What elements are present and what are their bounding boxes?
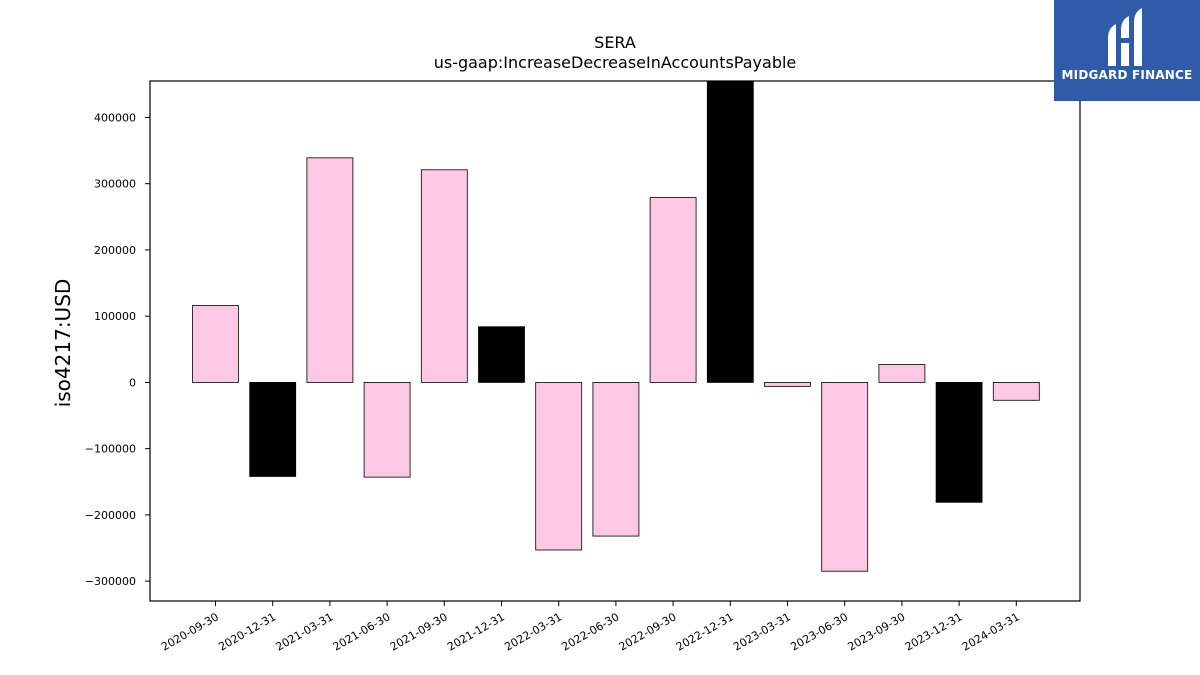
x-tick-label: 2023-03-31	[731, 610, 793, 653]
chart-subtitle: us-gaap:IncreaseDecreaseInAccountsPayabl…	[434, 53, 797, 72]
x-tick-label: 2023-06-30	[788, 610, 850, 653]
bar-2022-03-31	[535, 382, 583, 551]
chart-title: SERA	[594, 33, 636, 52]
y-tick-label: 300000	[94, 178, 136, 191]
x-tick-label: 2021-09-30	[388, 610, 450, 653]
x-tick-label: 2022-03-31	[502, 610, 564, 653]
bar-2023-03-31	[764, 382, 811, 387]
x-tick-label: 2022-06-30	[560, 610, 622, 653]
logo-text: MIDGARD FINANCE	[1061, 68, 1193, 82]
midgard-finance-logo: MIDGARD FINANCE	[1054, 0, 1200, 101]
bar-2021-03-31	[306, 157, 354, 383]
x-tick-label: 2020-12-31	[216, 610, 278, 653]
bar-2021-06-30	[363, 382, 411, 478]
midgard-logo-icon	[1108, 8, 1142, 66]
bar-2021-12-31	[478, 326, 525, 383]
bar-2023-12-31	[935, 382, 983, 503]
bar-2020-12-31	[249, 382, 297, 477]
x-tick-label: 2021-03-31	[274, 610, 336, 653]
y-tick-label: −100000	[85, 443, 136, 456]
y-tick-label: 100000	[94, 310, 136, 323]
bar-2020-09-30	[192, 305, 239, 383]
bar-2023-06-30	[821, 382, 869, 572]
y-tick-label: 400000	[94, 111, 136, 124]
y-axis: −300000 −200000 −100000 0 100000 200000 300000…	[85, 111, 150, 588]
plot-frame	[149, 80, 1081, 602]
bar-2023-09-30	[878, 364, 926, 383]
y-axis-label: iso4217:USD	[51, 279, 75, 408]
x-axis: 2020-09-302020-12-312021-03-312021-06-30…	[159, 601, 1022, 654]
bar-2024-03-31	[992, 382, 1040, 401]
x-tick-label: 2023-09-30	[846, 610, 908, 653]
bars-group	[192, 80, 1040, 572]
bar-2022-09-30	[649, 197, 697, 383]
y-tick-label: 200000	[94, 244, 136, 257]
y-tick-label: 0	[129, 376, 136, 389]
bar-2021-09-30	[420, 169, 468, 383]
y-tick-label: −300000	[85, 575, 136, 588]
x-tick-label: 2021-12-31	[445, 610, 507, 653]
x-tick-label: 2021-06-30	[331, 610, 393, 653]
bar-2022-12-31	[706, 80, 754, 383]
x-tick-label: 2020-09-30	[159, 610, 221, 653]
y-tick-label: −200000	[85, 509, 136, 522]
bar-2022-06-30	[592, 382, 640, 537]
x-tick-label: 2022-12-31	[674, 610, 736, 653]
x-tick-label: 2024-03-31	[960, 610, 1022, 653]
x-tick-label: 2023-12-31	[903, 610, 965, 653]
x-tick-label: 2022-09-30	[617, 610, 679, 653]
